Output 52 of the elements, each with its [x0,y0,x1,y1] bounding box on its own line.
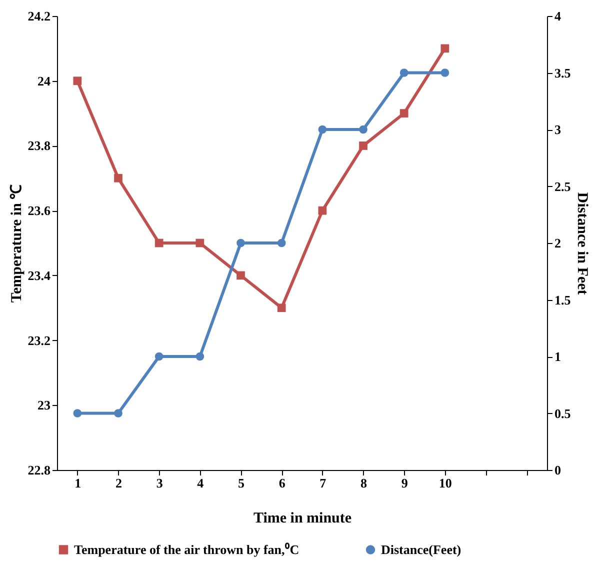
y2-axis-title: Distance in Feet [574,192,590,295]
x-tick-label: 9 [401,476,408,490]
point [73,409,82,418]
y-axis-title: Temperature in ℃ [8,184,25,303]
x-axis-title: Time in minute [253,510,352,526]
x-tick-label: 10 [438,476,452,490]
y-tick-label: 23.4 [28,268,51,283]
point [359,125,368,134]
point [154,238,164,248]
y-tick-label: 23 [38,398,51,413]
y-tick-label: 22.8 [28,462,51,478]
x-tick-label: 8 [360,476,368,490]
x-tick-label: 6 [278,476,286,490]
y-tick-label: 24.2 [28,8,50,24]
y-tick-label: 24 [38,73,51,88]
point [440,44,450,53]
y2-tick-label: 3.5 [554,65,572,80]
x-tick-label: 4 [197,476,204,490]
point [114,409,122,418]
y2-tick-label: 1.5 [554,292,572,308]
point [236,238,245,248]
y2-tick-label: 2.5 [554,178,572,194]
y2-tick-label: 2 [554,236,561,250]
legend-label: Distance(Feet) [381,542,462,557]
point [196,352,204,361]
x-tick-label: 7 [320,476,327,490]
point [236,271,245,280]
point [196,238,204,248]
point [277,304,286,312]
point [400,109,408,118]
point [400,68,408,77]
point [359,142,368,150]
y2-tick-label: 0.5 [554,406,572,421]
y2-tick-label: 3 [554,122,562,137]
point [277,238,286,248]
point [318,125,327,134]
point [114,174,122,182]
x-tick-label: 5 [238,476,245,490]
x-tick-label: 3 [156,476,164,490]
legend-label: Temperature of the air thrown by fan,⁰C [74,542,300,557]
point [318,206,327,215]
y2-tick-label: 0 [554,462,561,478]
point [154,352,164,361]
y-tick-label: 23.8 [28,138,51,154]
point [440,68,450,77]
y-tick-label: 23.2 [28,332,50,348]
x-tick-label: 1 [74,476,82,490]
y-tick-label: 23.6 [28,203,51,218]
x-tick-label: 2 [116,476,122,490]
y2-tick-label: 4 [554,8,562,24]
y2-tick-label: 1 [554,349,561,364]
point [73,76,82,86]
